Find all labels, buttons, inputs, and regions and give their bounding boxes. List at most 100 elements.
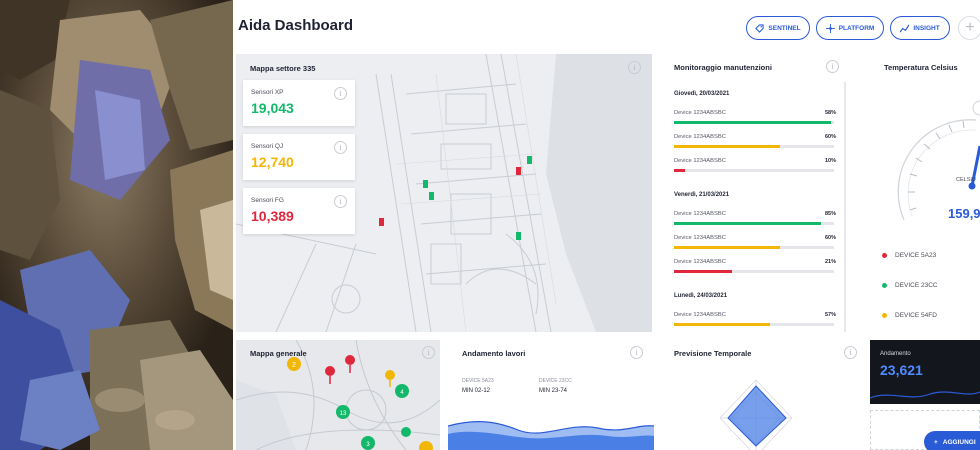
green-marker <box>527 156 532 164</box>
device-label: DEVICE 23CC <box>539 378 572 384</box>
sensor-card-xp[interactable]: Sensori XP 19,043 i <box>243 80 355 126</box>
legend-item: DEVICE 5A23 <box>882 252 936 259</box>
forecast-panel: Previsione Temporale i <box>660 340 864 450</box>
network-icon <box>825 23 835 33</box>
sensor-card-fg[interactable]: Sensori FG 10,389 i <box>243 188 355 234</box>
device-percent: 60% <box>824 134 836 140</box>
legend-dot <box>882 253 887 258</box>
trend-card[interactable]: Andamento 23,621 <box>870 340 980 404</box>
sentinel-button[interactable]: SENTINEL <box>746 16 810 40</box>
device-value: MIN 23-74 <box>539 388 568 394</box>
legend-item: DEVICE 23CC <box>882 282 938 289</box>
legend-label: DEVICE 54FD <box>895 312 937 319</box>
sensor-value: 19,043 <box>251 100 294 116</box>
map-panel-title: Mappa settore 335 <box>250 64 316 73</box>
green-marker <box>516 232 521 240</box>
sensor-card-qj[interactable]: Sensori QJ 12,740 i <box>243 134 355 180</box>
insight-label: INSIGHT <box>913 24 940 32</box>
legend-label: DEVICE 23CC <box>895 282 938 289</box>
device-percent: 85% <box>824 211 836 217</box>
device-name: Device 1234ABSBC <box>674 259 726 265</box>
tag-icon <box>755 23 765 33</box>
gauge-label: CELSIU <box>956 177 976 183</box>
temperature-panel: Temperatura Celsius CELSIU 159,9 DEVICE … <box>864 54 980 332</box>
progress-bar <box>674 145 834 148</box>
page-title: Aida Dashboard <box>238 17 354 34</box>
general-map[interactable]: 2 4 13 3 <box>236 340 440 450</box>
info-icon[interactable]: i <box>334 195 347 208</box>
info-icon[interactable]: i <box>422 346 435 359</box>
info-icon[interactable]: i <box>630 346 643 359</box>
add-widget-icon[interactable]: + <box>958 16 980 40</box>
svg-text:2: 2 <box>292 362 296 369</box>
forecast-title: Previsione Temporale <box>674 349 752 358</box>
temperature-gauge <box>897 100 980 221</box>
dashboard: Aida Dashboard SENTINEL PLATFORM INSIGHT… <box>236 0 980 450</box>
progress-fill <box>674 323 770 326</box>
svg-text:13: 13 <box>340 411 347 417</box>
maintenance-date: Giovedì, 20/03/2021 <box>674 91 730 97</box>
platform-button[interactable]: PLATFORM <box>816 16 884 40</box>
works-area-chart <box>448 421 654 450</box>
progress-fill <box>674 121 831 124</box>
progress-fill <box>674 145 780 148</box>
map-markers <box>379 156 532 240</box>
general-map-markers: 2 4 13 3 <box>287 355 433 450</box>
device-name: Device 1234ABSBC <box>674 158 726 164</box>
sector-map-panel: Mappa settore 335 i Sensori XP 19,043 i … <box>236 54 652 332</box>
add-button[interactable]: + AGGIUNGI <box>924 431 980 450</box>
info-icon[interactable]: i <box>844 346 857 359</box>
progress-fill <box>674 222 822 225</box>
sentinel-label: SENTINEL <box>768 24 801 32</box>
platform-label: PLATFORM <box>838 24 875 32</box>
svg-text:4: 4 <box>400 390 404 396</box>
red-marker <box>516 167 521 175</box>
svg-text:3: 3 <box>366 442 370 448</box>
legend-dot <box>882 313 887 318</box>
temperature-title: Temperatura Celsius <box>884 63 958 72</box>
sensor-value: 10,389 <box>251 208 294 224</box>
info-icon[interactable]: i <box>628 61 641 74</box>
add-button-label: AGGIUNGI <box>942 438 976 446</box>
gauge-value: 159,9 <box>948 206 980 221</box>
maintenance-panel: Monitoraggio manutenzioni i Giovedì, 20/… <box>660 54 850 332</box>
progress-fill <box>674 270 732 273</box>
divider <box>233 0 236 450</box>
device-percent: 21% <box>824 259 836 265</box>
legend-dot <box>882 283 887 288</box>
device-percent: 57% <box>824 312 836 318</box>
progress-bar <box>674 169 834 172</box>
sensor-value: 12,740 <box>251 154 294 170</box>
device-name: Device 1234ABSBC <box>674 134 726 140</box>
chart-icon <box>900 24 910 32</box>
device-name: Device 1234ABSBC <box>674 312 726 318</box>
trend-label: Andamento <box>880 351 911 357</box>
info-icon[interactable]: i <box>334 141 347 154</box>
progress-fill <box>674 169 686 172</box>
works-title: Andamento lavori <box>462 349 526 358</box>
trend-value: 23,621 <box>880 362 923 378</box>
info-icon[interactable]: i <box>826 60 839 73</box>
plus-icon: + <box>934 438 938 446</box>
progress-bar <box>674 323 834 326</box>
sensor-label: Sensori XP <box>251 89 284 96</box>
progress-bar <box>674 270 834 273</box>
trend-sparkline <box>870 391 980 399</box>
progress-bar <box>674 246 834 249</box>
legend-item: DEVICE 54FD <box>882 312 937 319</box>
info-icon[interactable]: i <box>334 87 347 100</box>
green-marker <box>429 192 434 200</box>
maintenance-date: Lunedì, 24/03/2021 <box>674 293 728 299</box>
scrollbar[interactable] <box>844 82 846 332</box>
maintenance-date: Venerdì, 21/03/2021 <box>674 192 730 198</box>
device-value: MIN 02-12 <box>462 388 491 394</box>
red-marker <box>379 218 384 226</box>
maintenance-title: Monitoraggio manutenzioni <box>674 63 772 72</box>
forecast-radar-chart <box>719 379 793 450</box>
legend-label: DEVICE 5A23 <box>895 252 937 259</box>
general-map-title: Mappa generale <box>250 349 307 358</box>
sensor-label: Sensori QJ <box>251 143 284 150</box>
insight-button[interactable]: INSIGHT <box>890 16 950 40</box>
green-marker <box>423 180 428 188</box>
progress-fill <box>674 246 780 249</box>
